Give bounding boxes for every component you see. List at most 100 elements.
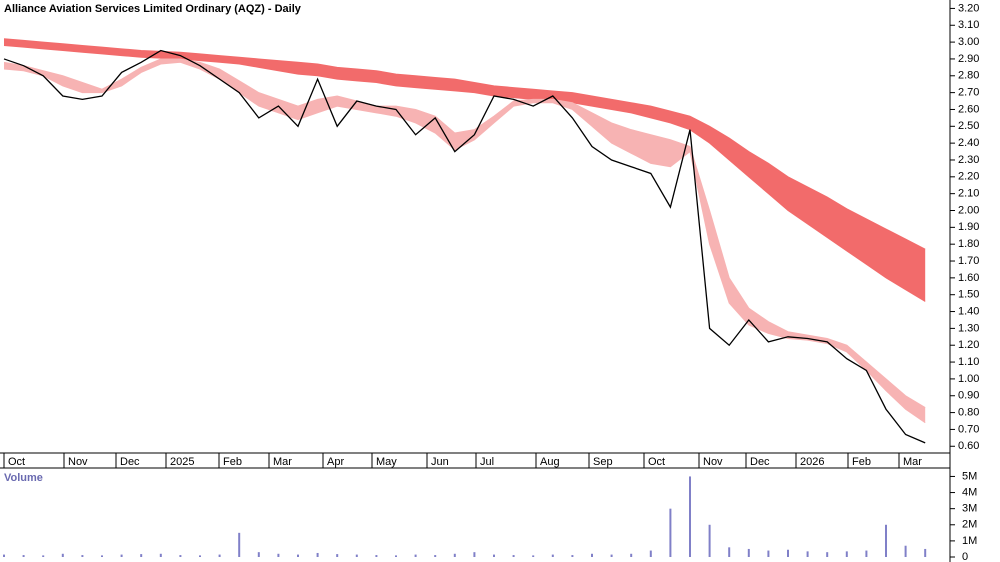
- volume-bar: [120, 554, 123, 557]
- x-tick-label: Nov: [703, 456, 723, 468]
- price-line: [3, 49, 926, 444]
- volume-bar: [355, 554, 358, 557]
- y-tick-label: 1.40: [958, 305, 979, 317]
- y-tick-label: 2M: [962, 519, 977, 531]
- x-tick-label: Aug: [540, 456, 560, 468]
- volume-bar: [81, 555, 84, 557]
- y-tick-label: 1.70: [958, 255, 979, 267]
- x-tick-label: Nov: [68, 456, 88, 468]
- volume-bar: [257, 552, 260, 557]
- x-tick-label: Feb: [223, 456, 242, 468]
- volume-bar: [571, 555, 574, 557]
- volume-bar: [630, 553, 633, 557]
- y-tick-label: 1.60: [958, 272, 979, 284]
- volume-bar: [199, 555, 201, 557]
- volume-bar: [551, 554, 554, 557]
- volume-bar: [22, 555, 25, 557]
- y-tick-label: 2.30: [958, 154, 979, 166]
- x-tick-label: Mar: [903, 456, 922, 468]
- volume-bar: [747, 548, 750, 557]
- x-tick-label: Sep: [593, 456, 613, 468]
- y-tick-label: 1.20: [958, 339, 979, 351]
- y-tick-label: 1.90: [958, 221, 979, 233]
- volume-bar: [787, 549, 789, 557]
- y-tick-label: 1.80: [958, 238, 979, 250]
- x-tick-label: Apr: [327, 456, 344, 468]
- y-tick-label: 3.10: [958, 19, 979, 31]
- volume-bar: [689, 476, 691, 557]
- y-tick-label: 1.00: [958, 373, 979, 385]
- y-tick-label: 3M: [962, 503, 977, 515]
- volume-bar: [434, 555, 437, 557]
- volume-bar: [649, 550, 652, 557]
- chart-title: Alliance Aviation Services Limited Ordin…: [4, 3, 302, 15]
- y-tick-label: 0.90: [958, 390, 979, 402]
- volume-bar: [395, 555, 397, 557]
- band-upper: [3, 58, 926, 408]
- x-tick-label: Jun: [431, 456, 449, 468]
- y-tick-label: 0.60: [958, 440, 979, 452]
- y-tick-label: 2.10: [958, 188, 979, 200]
- y-tick-label: 2.50: [958, 120, 979, 132]
- y-tick-label: 2.60: [958, 103, 979, 115]
- volume-bar: [414, 554, 417, 557]
- y-tick-label: 5M: [962, 470, 977, 482]
- y-tick-label: 1M: [962, 535, 977, 547]
- volume-bar: [865, 550, 868, 557]
- volume-bar: [277, 553, 280, 557]
- volume-bar: [708, 524, 711, 557]
- y-tick-label: 0: [962, 551, 968, 562]
- volume-bar: [610, 554, 613, 557]
- x-tick-label: Oct: [648, 456, 665, 468]
- x-tick-label: 2026: [800, 456, 824, 468]
- y-tick-label: 3.00: [958, 36, 979, 48]
- volume-bar: [238, 532, 241, 557]
- y-tick-label: 2.70: [958, 87, 979, 99]
- band-lower: [3, 44, 926, 302]
- volume-bar: [728, 547, 731, 557]
- y-tick-label: 2.80: [958, 70, 979, 82]
- panel-title: Volume: [4, 472, 43, 484]
- volume-bar: [159, 553, 162, 557]
- volume-bar: [532, 555, 535, 557]
- x-tick-label: Mar: [273, 456, 292, 468]
- x-tick-label: Dec: [120, 456, 140, 468]
- x-tick-label: Oct: [8, 456, 25, 468]
- volume-bar: [140, 554, 143, 557]
- x-tick-label: Feb: [852, 456, 871, 468]
- y-tick-label: 1.30: [958, 322, 979, 334]
- volume-bar: [179, 555, 182, 557]
- volume-bar: [845, 551, 848, 557]
- volume-bar: [591, 553, 593, 557]
- y-tick-label: 2.00: [958, 204, 979, 216]
- x-tick-label: 2025: [170, 456, 194, 468]
- volume-bar: [101, 555, 103, 557]
- x-tick-label: May: [376, 456, 397, 468]
- volume-bar: [806, 551, 809, 557]
- y-tick-label: 1.10: [958, 356, 979, 368]
- volume-bar: [826, 552, 829, 557]
- volume-bar: [61, 553, 64, 557]
- volume-bar: [375, 555, 378, 557]
- y-tick-label: 2.90: [958, 53, 979, 65]
- y-tick-label: 2.40: [958, 137, 979, 149]
- volume-bar: [297, 554, 299, 557]
- x-tick-label: Jul: [480, 456, 494, 468]
- volume-bar: [453, 553, 456, 557]
- volume-bar: [493, 554, 495, 557]
- volume-bar: [42, 555, 45, 557]
- y-tick-label: 0.80: [958, 406, 979, 418]
- volume-bar: [669, 508, 672, 557]
- volume-bar: [316, 552, 319, 557]
- band-lower: [3, 61, 926, 424]
- volume-bar: [904, 545, 907, 557]
- y-tick-label: 1.50: [958, 289, 979, 301]
- volume-bar: [218, 554, 221, 557]
- volume-bar: [767, 550, 770, 557]
- y-tick-label: 2.20: [958, 171, 979, 183]
- band-upper: [3, 38, 926, 250]
- volume-bar: [3, 554, 5, 557]
- volume-bar: [336, 554, 339, 557]
